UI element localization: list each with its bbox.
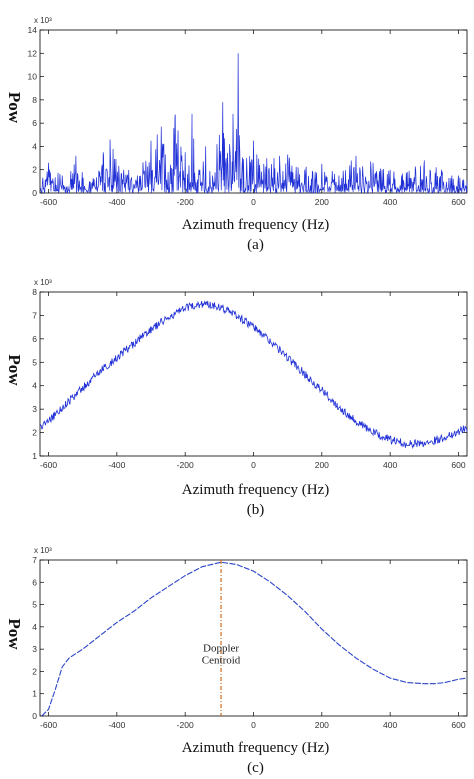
y-exponent-label: x 10³ [34, 16, 52, 25]
series-line-1 [41, 561, 468, 717]
x-tick-label: 200 [315, 197, 329, 207]
y-tick-label: 4 [32, 141, 37, 151]
x-tick-label: -600 [40, 720, 57, 730]
x-tick-label: 600 [451, 460, 465, 470]
y-tick-label: 7 [32, 310, 37, 320]
x-axis-label: Azimuth frequency (Hz) [182, 740, 329, 756]
y-axis-label: Pow [5, 618, 24, 650]
y-tick-label: 12 [28, 48, 38, 58]
doppler-centroid-label: Centroid [202, 654, 241, 666]
x-tick-label: -400 [108, 460, 125, 470]
y-tick-label: 6 [32, 577, 37, 587]
y-exponent-label: x 10³ [34, 546, 52, 555]
panel-1: -600 -400 -200 0 200 400 600 0 2 4 6 8 10 12 14x 10³ Po… [5, 16, 468, 253]
y-tick-label: 8 [32, 287, 37, 297]
y-tick-label: 10 [28, 72, 38, 82]
x-tick-label: -400 [108, 197, 125, 207]
y-tick-label: 3 [32, 644, 37, 654]
x-tick-label: 0 [251, 720, 256, 730]
x-tick-label: -200 [177, 197, 194, 207]
panel-3: -600 -400 -200 0 200 400 600 0 1 2 3 4 5 6 7x 10³ Pow Az… [5, 546, 468, 776]
y-exponent-label: x 10³ [34, 278, 52, 287]
x-tick-label: -600 [40, 460, 57, 470]
y-tick-label: 2 [32, 428, 37, 438]
x-tick-label: 600 [451, 720, 465, 730]
y-tick-label: 14 [28, 25, 38, 35]
y-tick-label: 3 [32, 404, 37, 414]
plot-frame [39, 559, 468, 717]
y-tick-label: 0 [32, 711, 37, 721]
y-tick-label: 1 [32, 451, 37, 461]
panel-2: -600 -400 -200 0 200 400 600 1 2 3 4 5 6 7 8x 10³ Pow Az… [5, 278, 468, 518]
y-tick-label: 2 [32, 666, 37, 676]
series-line-1 [39, 53, 468, 195]
x-tick-label: -400 [108, 720, 125, 730]
y-tick-label: 4 [32, 381, 37, 391]
panel-caption: (b) [247, 502, 265, 518]
y-tick-label: 5 [32, 600, 37, 610]
y-tick-label: 0 [32, 188, 37, 198]
y-tick-label: 5 [32, 357, 37, 367]
y-axis-label: Pow [5, 354, 24, 386]
y-tick-label: 7 [32, 555, 37, 565]
panel-caption: (c) [247, 760, 264, 776]
x-tick-label: -200 [177, 720, 194, 730]
y-axis-label: Pow [5, 92, 24, 124]
y-tick-label: 8 [32, 95, 37, 105]
x-tick-label: 400 [383, 197, 397, 207]
x-axis-label: Azimuth frequency (Hz) [182, 482, 329, 498]
x-tick-label: 0 [251, 197, 256, 207]
y-tick-label: 1 [32, 689, 37, 699]
y-tick-label: 6 [32, 118, 37, 128]
x-tick-label: 600 [451, 197, 465, 207]
y-tick-label: 6 [32, 334, 37, 344]
y-tick-label: 4 [32, 622, 37, 632]
doppler-centroid-label: Doppler [203, 642, 239, 654]
series-line-1 [39, 300, 468, 450]
x-tick-label: 200 [315, 460, 329, 470]
x-tick-label: 200 [315, 720, 329, 730]
panel-caption: (a) [247, 237, 264, 253]
x-tick-label: -200 [177, 460, 194, 470]
x-axis-label: Azimuth frequency (Hz) [182, 217, 329, 233]
x-tick-label: 400 [383, 720, 397, 730]
plot-frame [39, 291, 468, 457]
x-tick-label: 400 [383, 460, 397, 470]
y-tick-label: 2 [32, 165, 37, 175]
x-tick-label: -600 [40, 197, 57, 207]
x-tick-label: 0 [251, 460, 256, 470]
